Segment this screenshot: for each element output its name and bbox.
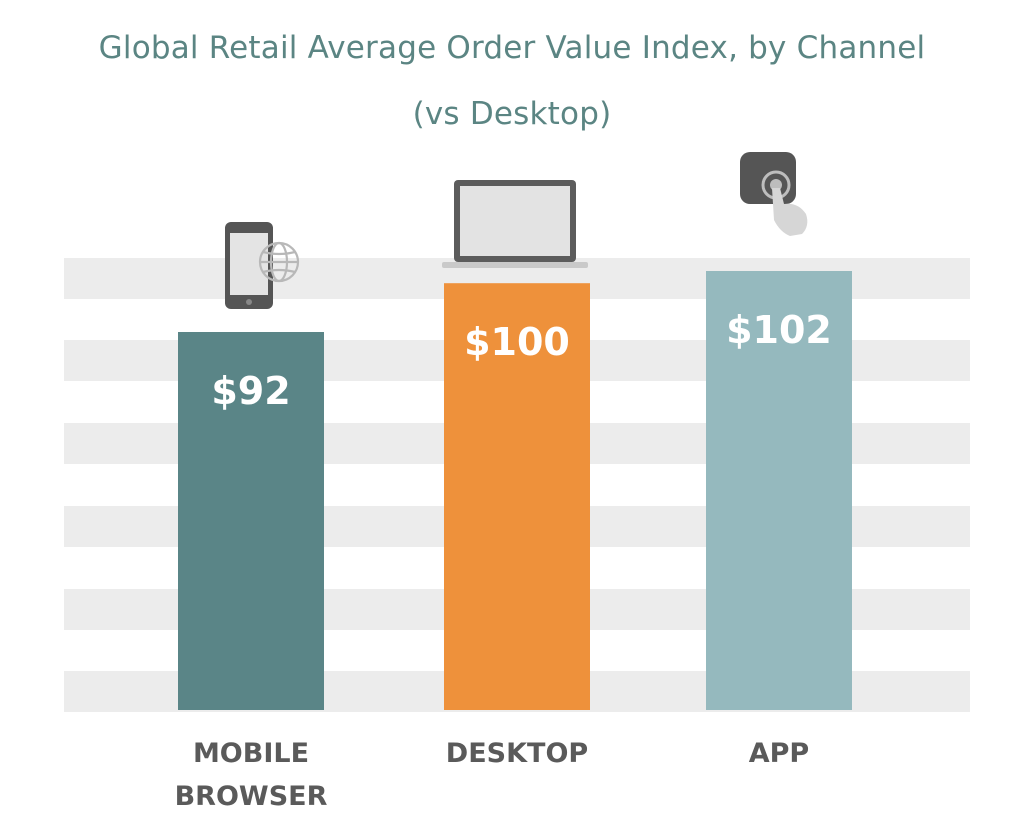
bar [178, 332, 324, 710]
chart-title: Global Retail Average Order Value Index,… [98, 30, 926, 66]
bar-value-label: $92 [211, 369, 290, 413]
category-label: BROWSER [175, 781, 328, 812]
bar [444, 283, 590, 710]
bars-group [178, 271, 852, 710]
laptop-icon [442, 180, 588, 268]
category-labels-group: MOBILE BROWSER DESKTOP APP [175, 738, 810, 812]
bar [706, 271, 852, 710]
bar-value-label: $102 [726, 308, 832, 352]
category-label: APP [749, 738, 809, 769]
chart-subtitle: (vs Desktop) [412, 96, 612, 132]
category-label: DESKTOP [446, 738, 588, 769]
smartphone-globe-icon [225, 222, 300, 309]
app-tap-icon [740, 152, 808, 236]
category-label: MOBILE [193, 738, 309, 769]
bar-value-label: $100 [464, 320, 570, 364]
icons-group [225, 152, 808, 309]
value-labels-group: $92 $100 $102 [211, 308, 832, 413]
